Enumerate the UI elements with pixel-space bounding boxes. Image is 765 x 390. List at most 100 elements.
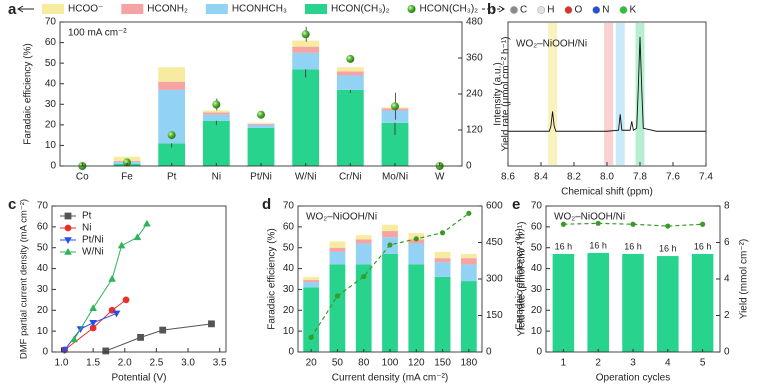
bar-segment bbox=[382, 253, 398, 352]
marker bbox=[102, 347, 110, 355]
y-tick-label: 20 bbox=[45, 119, 57, 130]
y-axis-label: DMF partial current density (mA cm⁻²) bbox=[19, 199, 30, 359]
y-tick-label: 20 bbox=[283, 305, 295, 316]
bar-segment bbox=[552, 253, 575, 352]
bar-segment bbox=[247, 124, 275, 128]
bar-segment bbox=[292, 52, 320, 70]
bar-segment bbox=[303, 282, 320, 288]
atom-swatch bbox=[592, 6, 601, 14]
marker bbox=[89, 320, 97, 327]
bar-segment bbox=[691, 253, 714, 352]
x-tick-label: 2.0 bbox=[118, 358, 132, 369]
legend-label: HCONHCH₃ bbox=[232, 4, 287, 15]
y-tick-label: 50 bbox=[37, 242, 49, 253]
bar-label: 16 h bbox=[659, 243, 677, 253]
yield-point bbox=[346, 54, 355, 63]
marker bbox=[70, 335, 78, 343]
x-tick-label: Pt/Ni bbox=[250, 172, 272, 183]
bar-segment bbox=[202, 112, 230, 115]
y2-axis-label: Yield rate (μmol cm⁻² h⁻¹) bbox=[517, 222, 528, 337]
legend-arrow-head bbox=[17, 5, 24, 13]
y-tick-label: 60 bbox=[283, 221, 295, 232]
y-tick-label: 40 bbox=[37, 263, 49, 274]
x-tick-label: 3.5 bbox=[213, 358, 227, 369]
bar-segment bbox=[202, 110, 230, 113]
atom-label: H bbox=[547, 5, 554, 16]
y2-tick-label: 360 bbox=[466, 53, 483, 64]
y-tick-label: 30 bbox=[37, 284, 49, 295]
yield-point bbox=[700, 221, 706, 227]
annotation: WO₂–NiOOH/Ni bbox=[516, 39, 587, 50]
y2-tick-label: 0 bbox=[724, 347, 730, 358]
y-tick-label: 60 bbox=[531, 221, 543, 232]
y2-tick-label: 2 bbox=[724, 310, 730, 321]
x-tick-label: Ni bbox=[212, 172, 221, 183]
x-tick-label: 80 bbox=[358, 358, 370, 369]
legend-label: Pt bbox=[82, 211, 92, 222]
y-tick-label: 30 bbox=[45, 99, 57, 110]
y2-axis-label: Yield rate (μmol cm⁻² h⁻¹) bbox=[501, 37, 512, 152]
y2-tick-label: 0 bbox=[466, 161, 472, 172]
marker bbox=[208, 320, 215, 328]
bar-segment bbox=[382, 224, 398, 232]
y-tick-label: 50 bbox=[45, 58, 57, 69]
y-tick-label: 20 bbox=[531, 305, 543, 316]
bar-segment bbox=[158, 67, 186, 82]
y-tick-label: 60 bbox=[45, 37, 57, 48]
x-axis-label: Current density (mA cm⁻²) bbox=[332, 373, 448, 384]
marker bbox=[133, 233, 142, 241]
bar-segment bbox=[408, 264, 425, 352]
bar-segment bbox=[355, 243, 372, 265]
marker bbox=[60, 347, 69, 354]
marker bbox=[159, 326, 167, 334]
marker bbox=[122, 296, 130, 304]
y2-tick-label: 600 bbox=[486, 201, 503, 212]
bar-segment bbox=[460, 264, 477, 282]
y2-tick-label: 240 bbox=[466, 89, 483, 100]
yield-point bbox=[308, 334, 314, 340]
atom-swatch bbox=[537, 6, 546, 14]
bar-segment bbox=[382, 231, 398, 238]
x-tick-label: 3.0 bbox=[181, 358, 195, 369]
yield-point bbox=[391, 102, 399, 111]
bar-segment bbox=[329, 264, 346, 352]
data-line bbox=[105, 323, 212, 352]
bar-segment bbox=[202, 120, 230, 166]
y-tick-label: 10 bbox=[283, 326, 295, 337]
yield-point bbox=[301, 30, 310, 39]
y-tick-label: 60 bbox=[37, 221, 49, 232]
yield-point bbox=[212, 100, 221, 109]
y-tick-label: 40 bbox=[283, 263, 295, 274]
bar-segment bbox=[336, 75, 364, 90]
x-tick-label: 120 bbox=[408, 358, 425, 369]
bar-label: 16 h bbox=[589, 240, 607, 250]
x-tick-label: 180 bbox=[461, 358, 478, 369]
y-tick-label: 0 bbox=[536, 347, 542, 358]
peak-band bbox=[604, 23, 614, 165]
x-tick-label: 1.0 bbox=[55, 358, 69, 369]
peak-band bbox=[548, 23, 558, 165]
bar-segment bbox=[460, 281, 477, 352]
panel-label: b bbox=[487, 1, 496, 18]
yield-point bbox=[595, 220, 601, 226]
atom-label: K bbox=[629, 5, 636, 16]
peak-band bbox=[635, 23, 645, 165]
legend-label: HCON(CH₃)₂ bbox=[420, 4, 479, 15]
y-tick-label: 30 bbox=[283, 284, 295, 295]
x-tick-label: 2.5 bbox=[149, 358, 163, 369]
x-tick-label: 8.6 bbox=[501, 172, 515, 183]
bar-segment bbox=[247, 122, 275, 124]
bar-segment bbox=[622, 253, 644, 352]
y2-tick-label: 450 bbox=[486, 237, 503, 248]
atom-swatch bbox=[510, 6, 518, 14]
y2-tick-label: 300 bbox=[486, 274, 503, 285]
panel-label: d bbox=[262, 196, 271, 213]
panel-label: a bbox=[8, 1, 17, 18]
annotation: 100 mA cm⁻² bbox=[68, 28, 127, 39]
y2-tick-label: 150 bbox=[486, 310, 503, 321]
x-tick-label: 5 bbox=[700, 358, 706, 369]
y-tick-label: 50 bbox=[531, 242, 543, 253]
legend-marker bbox=[64, 248, 72, 255]
bar-segment bbox=[408, 243, 425, 265]
